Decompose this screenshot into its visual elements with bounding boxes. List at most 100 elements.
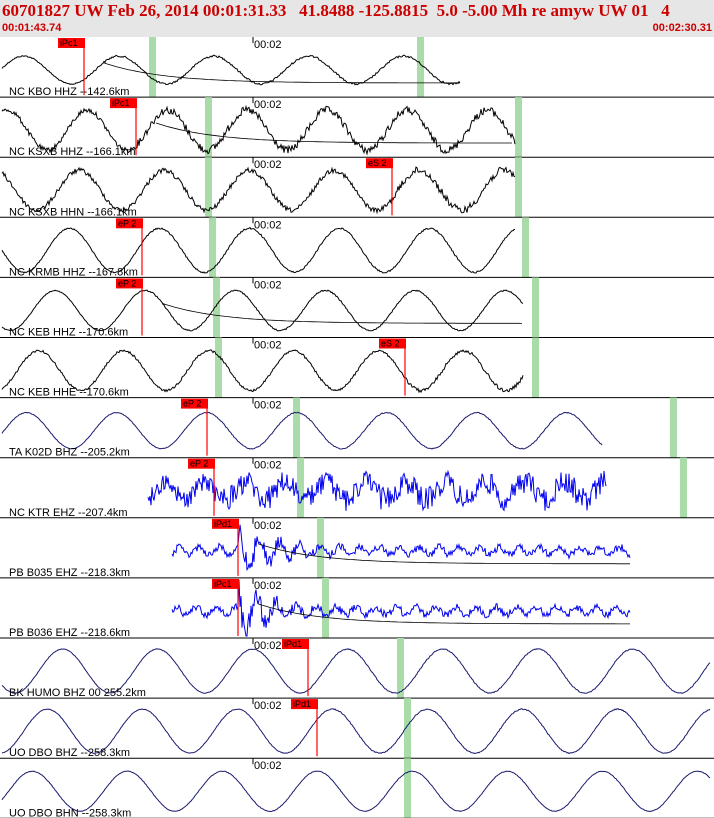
trace-row[interactable]: 00:02 iPd1 BK HUMO BHZ 00 255.2km <box>0 638 714 699</box>
coda-curve <box>103 62 460 84</box>
waveform <box>1 289 524 332</box>
waveform <box>147 469 607 512</box>
time-tick-label: 00:02 <box>254 520 282 532</box>
time-tick-label: 00:02 <box>254 640 282 652</box>
pick-label: iPc1 <box>60 38 78 48</box>
pick-label: iPd1 <box>293 699 311 709</box>
window-marker <box>515 97 522 158</box>
window-marker <box>297 457 304 518</box>
pick-label: eP 2 <box>118 218 136 228</box>
coda-curve <box>161 302 523 324</box>
window-end-time: 00:02:30.31 <box>652 22 712 34</box>
trace-row[interactable]: 00:02 iPc1 NC KSXB HHZ --166.1km <box>0 97 714 158</box>
station-label: PB B036 EHZ --218.6km <box>9 627 130 639</box>
pick-flag[interactable] <box>379 338 406 349</box>
time-tick-label: 00:02 <box>254 340 282 352</box>
window-marker <box>532 337 539 398</box>
station-label: PB B035 EHZ --218.3km <box>9 567 130 579</box>
trace-row[interactable]: 00:02 eS 2 NC KSXB HHN --166.1km <box>0 157 714 218</box>
pick-label: eP 2 <box>183 399 201 409</box>
station-label: NC KEB HHE --170.6km <box>9 387 129 399</box>
trace-row[interactable]: 00:02 eS 2 NC KEB HHE --170.6km <box>0 337 714 399</box>
station-label: UO DBO BHZ --258.3km <box>9 747 130 759</box>
pick-label: iPd1 <box>284 639 302 649</box>
pick-flag[interactable] <box>116 278 143 289</box>
waveform <box>171 524 631 571</box>
trace-row[interactable]: 00:02 eP 2 NC KTR EHZ --207.4km <box>0 457 714 519</box>
trace-row[interactable]: 00:02 eP 2 NC KEB HHZ --170.6km <box>0 277 714 339</box>
time-tick-label: 00:02 <box>254 99 282 111</box>
pick-flag[interactable] <box>58 38 85 48</box>
waveform <box>1 104 516 156</box>
pick-label: eP 2 <box>118 278 136 288</box>
trace-row[interactable]: 00:02 eP 2 NC KRMB HHZ --167.8km <box>0 217 714 278</box>
window-marker <box>522 217 529 278</box>
window-start-time: 00:01:43.74 <box>2 22 62 34</box>
station-label: NC KRMB HHZ --167.8km <box>9 266 138 278</box>
pick-flag[interactable] <box>181 398 208 409</box>
window-marker <box>532 277 539 338</box>
station-label: NC KSXB HHZ --166.1km <box>9 146 136 158</box>
time-tick-label: 00:02 <box>254 400 282 412</box>
pick-label: iPc1 <box>214 579 232 589</box>
window-marker <box>213 277 220 338</box>
pick-flag[interactable] <box>116 218 143 229</box>
coda-curve <box>257 543 630 565</box>
trace-row[interactable]: 00:02 iPc1 PB B036 EHZ --218.6km <box>0 577 714 639</box>
pick-flag[interactable] <box>291 699 318 710</box>
waveform <box>1 411 603 450</box>
event-title: 60701827 UW Feb 26, 2014 00:01:31.33 41.… <box>2 1 670 20</box>
window-marker <box>404 698 411 759</box>
station-label: BK HUMO BHZ 00 255.2km <box>9 687 146 699</box>
station-label: NC KEB HHZ --170.6km <box>9 327 128 339</box>
pick-label: iPd1 <box>214 519 232 529</box>
pick-flag[interactable] <box>188 458 215 469</box>
window-marker <box>149 37 156 98</box>
window-marker <box>404 758 411 818</box>
time-tick-label: 00:02 <box>254 159 282 171</box>
trace-row[interactable]: 00:02 UO DBO BHN --258.3km <box>0 758 714 818</box>
pick-label: eP 2 <box>190 459 208 469</box>
trace-row[interactable]: 00:02 iPc1 NC KBO HHZ --142.6km <box>0 37 714 98</box>
waveform <box>1 226 515 274</box>
pick-label: iPc1 <box>112 98 130 108</box>
window-marker <box>205 97 212 158</box>
time-tick-label: 00:02 <box>254 460 282 472</box>
station-label: TA K02D BHZ --205.2km <box>9 447 130 459</box>
time-tick-label: 00:02 <box>254 760 282 772</box>
window-marker <box>322 577 329 638</box>
waveform <box>1 54 461 86</box>
pick-flag[interactable] <box>212 518 239 529</box>
pick-flag[interactable] <box>110 98 137 109</box>
time-tick-label: 00:02 <box>254 39 282 51</box>
window-marker <box>417 37 424 98</box>
time-tick-label: 00:02 <box>254 700 282 712</box>
pick-flag[interactable] <box>366 158 393 169</box>
header-bar: 60701827 UW Feb 26, 2014 00:01:31.33 41.… <box>0 0 714 37</box>
trace-row[interactable]: 00:02 iPd1 PB B035 EHZ --218.3km <box>0 517 714 579</box>
waveform <box>1 770 711 813</box>
window-marker <box>209 217 216 278</box>
window-marker <box>215 337 222 398</box>
pick-flag[interactable] <box>212 578 239 589</box>
waveform <box>1 349 524 394</box>
station-label: NC KTR EHZ --207.4km <box>9 507 128 519</box>
trace-row[interactable]: 00:02 iPd1 UO DBO BHZ --258.3km <box>0 698 714 759</box>
waveform <box>1 708 711 755</box>
window-marker <box>397 638 404 699</box>
pick-flag[interactable] <box>282 639 309 649</box>
pick-label: eS 2 <box>381 339 400 349</box>
pick-label: eS 2 <box>368 158 387 168</box>
waveform <box>171 579 631 637</box>
waveform <box>1 166 516 215</box>
time-tick-label: 00:02 <box>254 580 282 592</box>
window-marker <box>515 157 522 218</box>
station-label: UO DBO BHN --258.3km <box>9 807 131 818</box>
trace-row[interactable]: 00:02 eP 2 TA K02D BHZ --205.2km <box>0 397 714 459</box>
coda-curve <box>257 603 630 625</box>
window-marker <box>680 457 687 518</box>
time-tick-label: 00:02 <box>254 279 282 291</box>
station-label: NC KBO HHZ --142.6km <box>9 86 129 98</box>
time-tick-label: 00:02 <box>254 219 282 231</box>
